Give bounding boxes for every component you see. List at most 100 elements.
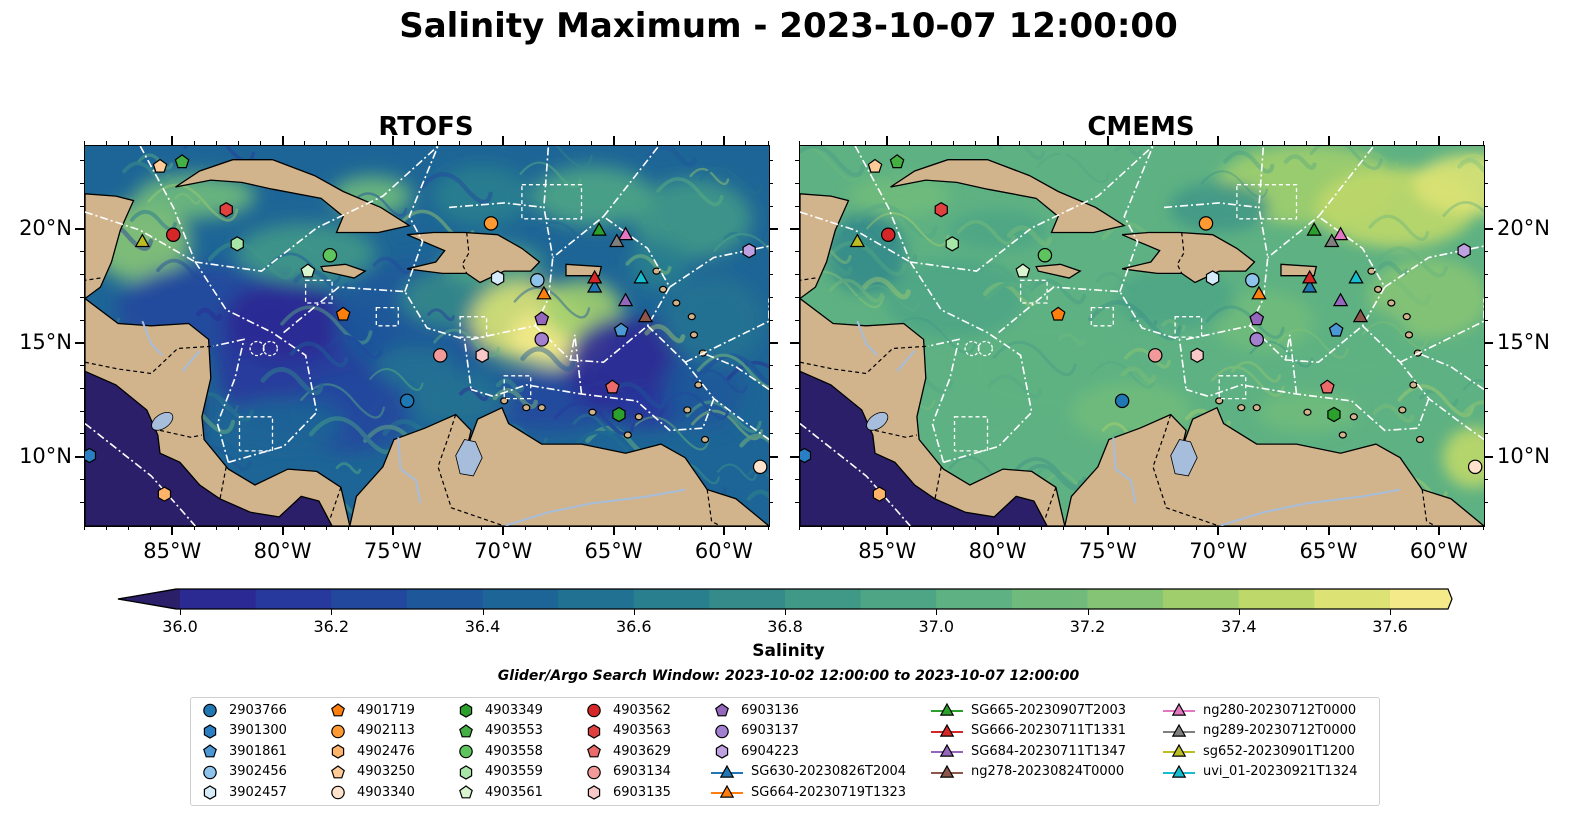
legend-4902476-marker — [331, 744, 345, 759]
legend-marker-triangle-line — [931, 723, 963, 737]
colorbar-segment — [180, 589, 257, 609]
lon-tick-mark — [1019, 141, 1021, 145]
lat-tick-mark — [795, 365, 799, 367]
lat-tick-mark — [769, 478, 773, 480]
legend-item: SG630-20230826T2004 — [711, 764, 906, 780]
obs-ng289-20230712T0000-marker — [1324, 233, 1340, 248]
legend-item: 4903250 — [327, 764, 415, 780]
legend-4901719-marker — [331, 703, 345, 717]
colorbar-tick-label: 36.8 — [767, 617, 803, 636]
lon-tick-mark — [1437, 136, 1440, 145]
map-cmems-svg — [800, 146, 1484, 526]
lon-tick-mark — [105, 526, 107, 530]
colorbar-extend-high — [1448, 589, 1452, 609]
lon-tick-mark — [502, 136, 505, 145]
legend-SG684-20230711T1347-marker — [939, 743, 955, 757]
land-jamaica — [1035, 263, 1082, 279]
lat-tick-mark — [769, 341, 778, 344]
legend-label: 4902476 — [357, 743, 415, 759]
lon-tick-mark — [1482, 526, 1484, 530]
legend-label: SG665-20230907T2003 — [971, 702, 1127, 718]
lat-tick-mark — [769, 410, 773, 412]
obs-4903629-marker — [1319, 379, 1335, 394]
legend-marker-hexagon — [459, 703, 473, 718]
lat-tick-mark — [769, 251, 773, 253]
lon-tick-mark — [1063, 141, 1065, 145]
lon-tick-mark — [237, 141, 239, 145]
lon-tick-mark — [1173, 141, 1175, 145]
legend-item: uvi_01-20230921T1324 — [1163, 764, 1357, 780]
obs-6903134-marker — [432, 348, 448, 363]
legend-item: 4902113 — [327, 723, 415, 739]
lon-tick-mark — [1350, 526, 1352, 530]
obs-SG684-20230711T1347-marker — [617, 292, 634, 307]
lat-tick-mark — [790, 228, 799, 231]
obs-4903561-marker — [1015, 263, 1031, 278]
legend-item: 3902456 — [199, 764, 287, 780]
obs-3901300-marker — [800, 447, 812, 464]
lon-tick-mark — [1283, 141, 1285, 145]
legend-ng280-20230712T0000-marker — [1171, 702, 1187, 716]
lon-tick-mark — [701, 526, 703, 530]
obs-4903629-marker — [604, 379, 620, 394]
land-yucatan — [85, 193, 135, 300]
land-puertorico — [1280, 263, 1318, 277]
lon-tick-mark — [414, 526, 416, 530]
lat-tick-mark — [790, 341, 799, 344]
lon-tick-mark — [864, 141, 866, 145]
lon-tick-mark — [391, 136, 394, 145]
lon-tick-mark — [1151, 526, 1153, 530]
lat-tick-mark — [80, 251, 84, 253]
colorbar-segment — [558, 589, 635, 609]
lon-tick-mark — [1283, 526, 1285, 530]
lon-tick-mark — [105, 141, 107, 145]
colorbar-segment — [331, 589, 408, 609]
lat-tick-mark — [1484, 501, 1488, 503]
legend-marker-hexagon — [587, 723, 601, 739]
legend-label: 6903135 — [613, 784, 671, 800]
lat-tick-mark — [75, 455, 84, 458]
obs-3901300-marker — [85, 447, 97, 464]
lat-tick-mark — [795, 501, 799, 503]
lon-tick-mark — [590, 141, 592, 145]
map-panel-cmems[interactable] — [799, 145, 1485, 527]
colorbar-tick-label: 36.6 — [615, 617, 652, 636]
legend-4903559-marker — [459, 764, 473, 780]
figure-title: Salinity Maximum - 2023-10-07 12:00:00 — [399, 6, 1178, 46]
obs-2903766-marker — [399, 393, 415, 409]
lon-tick-mark — [502, 526, 505, 535]
lon-tick-mark — [1305, 141, 1307, 145]
obs-2903766-marker — [1114, 393, 1130, 409]
obs-4903349-marker — [612, 406, 626, 423]
legend-SG665-20230907T2003-marker — [939, 702, 955, 716]
legend-marker-circle — [587, 703, 601, 718]
lon-tick-mark — [1460, 141, 1462, 145]
obs-SG666-20230711T1331-marker — [586, 269, 603, 284]
legend-marker-hexagon — [203, 785, 217, 800]
colorbar-tick-mark — [633, 609, 635, 615]
legend-label: 4903250 — [357, 764, 415, 779]
land-yucatan — [800, 193, 850, 300]
legend-item: 4902476 — [327, 743, 415, 759]
obs-3901861-marker — [1328, 322, 1344, 337]
lat-tick-mark — [769, 274, 773, 276]
lon-tick-mark — [1129, 526, 1131, 530]
map-panel-rtofs[interactable] — [84, 145, 770, 527]
lon-tick-label: 85°W — [858, 539, 917, 563]
lon-tick-mark — [127, 141, 129, 145]
obs-4903558-marker — [322, 247, 338, 263]
lon-tick-mark — [414, 141, 416, 145]
lon-tick-mark — [996, 526, 999, 535]
obs-4903250-marker — [152, 158, 168, 173]
obs-3902456-marker — [530, 273, 545, 288]
legend-6903136-marker — [715, 703, 729, 717]
legend-label: 4903553 — [485, 723, 543, 738]
colorbar-segment — [1011, 589, 1088, 609]
legend-label: 6903134 — [613, 764, 671, 779]
land-cuba — [890, 159, 1126, 234]
obs-3902456-marker — [1245, 273, 1260, 288]
lon-tick-mark — [767, 141, 769, 145]
legend-item: 4903563 — [583, 723, 671, 739]
colorbar-tick-label: 36.0 — [162, 617, 198, 636]
lon-tick-label: 70°W — [1189, 539, 1248, 563]
